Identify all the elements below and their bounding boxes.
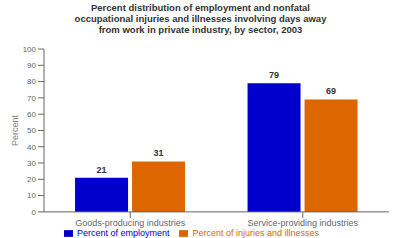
html-text:from work in private industry,: from work in private industry, by sector… xyxy=(98,24,303,35)
svg-text:80: 80 xyxy=(27,77,36,86)
svg-text:79: 79 xyxy=(269,70,279,80)
svg-text:Percent: Percent xyxy=(10,114,20,146)
svg-text:40: 40 xyxy=(27,143,36,152)
svg-text:100: 100 xyxy=(23,45,37,54)
svg-text:69: 69 xyxy=(326,86,336,96)
svg-text:Service-providing industries: Service-providing industries xyxy=(247,218,358,228)
svg-text:21: 21 xyxy=(97,165,107,175)
svg-text:90: 90 xyxy=(27,61,36,70)
svg-text:50: 50 xyxy=(27,126,36,135)
svg-text:Goods-producing industries: Goods-producing industries xyxy=(75,218,186,228)
html-text:occupational injuries and illn: occupational injuries and illnesses invo… xyxy=(74,13,327,24)
html-text:Percent of employment: Percent of employment xyxy=(76,227,170,238)
html-text:Percent of injuries and illnes: Percent of injuries and illnesses xyxy=(192,227,320,238)
svg-text:20: 20 xyxy=(27,175,36,184)
html-text:Percent distribution of employ: Percent distribution of employment and n… xyxy=(91,2,310,13)
svg-text:30: 30 xyxy=(27,159,36,168)
svg-text:60: 60 xyxy=(27,110,36,119)
svg-text:0: 0 xyxy=(32,208,37,217)
svg-text:31: 31 xyxy=(154,148,164,158)
svg-text:10: 10 xyxy=(27,191,36,200)
svg-text:70: 70 xyxy=(27,94,36,103)
